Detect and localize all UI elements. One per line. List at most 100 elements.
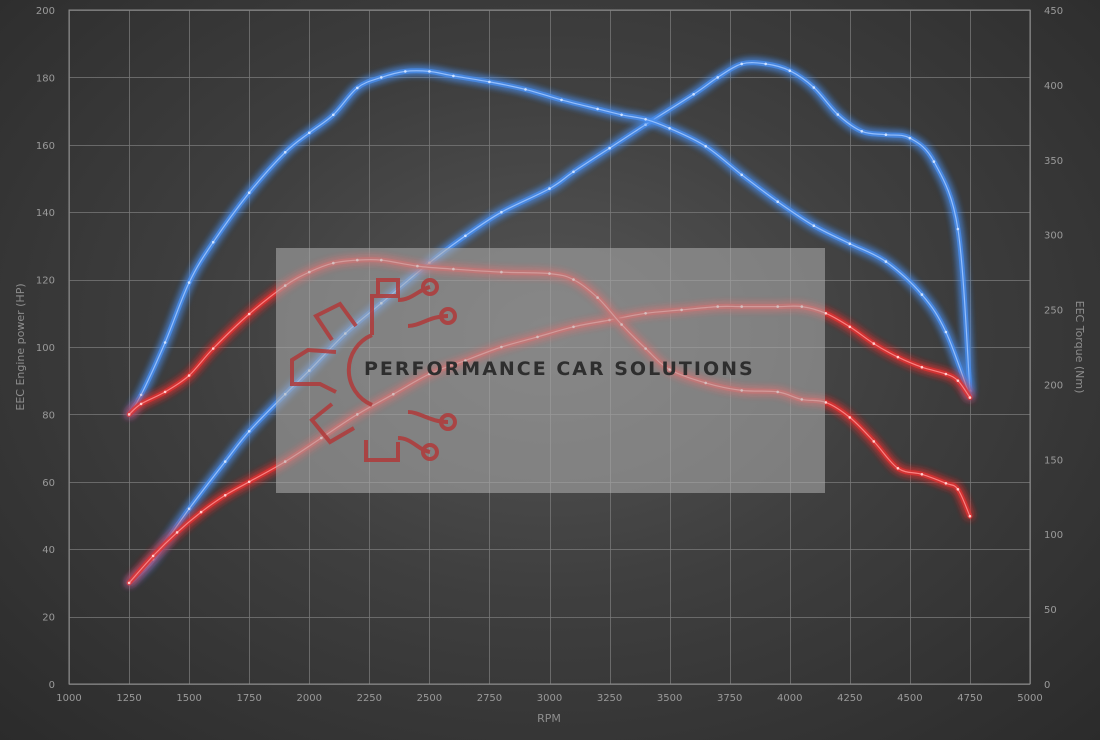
data-point: [704, 145, 707, 148]
x-tick-label: 1250: [116, 693, 141, 704]
data-point: [223, 460, 227, 463]
data-point: [932, 160, 936, 163]
data-point: [848, 416, 852, 419]
data-point: [211, 347, 215, 350]
data-point: [163, 390, 167, 394]
x-tick-label: 4250: [837, 693, 862, 704]
y-right-tick-labels: 0 50 100 150 200 250 300 350 400 450: [1044, 6, 1063, 691]
data-point: [812, 224, 816, 227]
data-point: [187, 281, 191, 284]
x-tick-label: 1000: [56, 693, 81, 704]
data-point: [740, 62, 743, 66]
data-point: [812, 86, 816, 89]
y-left-tick-label: 140: [36, 208, 55, 219]
data-point: [488, 80, 491, 84]
data-point: [920, 365, 924, 369]
x-axis-label: RPM: [537, 712, 561, 725]
data-point: [884, 260, 888, 263]
data-point: [920, 293, 924, 296]
data-point: [872, 342, 876, 345]
data-point: [163, 341, 167, 344]
data-point: [175, 531, 179, 534]
x-tick-label: 3750: [717, 693, 742, 704]
y-left-tick-label: 80: [42, 410, 55, 421]
data-point: [884, 133, 888, 136]
y-left-tick-label: 200: [36, 6, 55, 17]
data-point: [920, 473, 924, 476]
y-right-tick-label: 50: [1044, 605, 1057, 616]
y-left-tick-label: 100: [36, 343, 55, 354]
data-point: [944, 330, 948, 334]
data-point: [836, 113, 840, 116]
data-point: [944, 482, 948, 485]
data-point: [187, 374, 191, 377]
data-point: [524, 88, 527, 91]
data-point: [956, 227, 960, 231]
data-point: [247, 480, 251, 484]
x-tick-label: 5000: [1017, 693, 1042, 704]
series-line-core: [128, 70, 971, 415]
x-tick-label: 2250: [357, 693, 382, 704]
x-tick-label: 1750: [236, 693, 261, 704]
watermark-text: PERFORMANCE CAR SOLUTIONS: [364, 358, 755, 380]
y-right-tick-label: 150: [1044, 455, 1063, 466]
data-point: [247, 312, 251, 316]
data-point: [788, 69, 792, 72]
data-point: [848, 325, 852, 329]
data-point: [848, 242, 852, 245]
data-point: [896, 355, 900, 359]
y-right-tick-label: 350: [1044, 156, 1063, 167]
y-left-tick-label: 120: [36, 276, 55, 287]
data-point: [572, 170, 575, 174]
data-point: [608, 146, 611, 150]
y-left-tick-label: 0: [49, 680, 55, 691]
data-point: [464, 234, 467, 238]
data-point: [896, 467, 900, 470]
data-point: [824, 312, 828, 315]
data-point: [500, 210, 503, 214]
data-point: [283, 151, 287, 154]
data-point: [308, 131, 311, 135]
data-point: [139, 402, 143, 406]
y-right-tick-label: 450: [1044, 6, 1063, 17]
data-point: [199, 510, 203, 514]
y-left-tick-label: 160: [36, 141, 55, 152]
data-point: [668, 127, 671, 130]
x-tick-label: 3000: [537, 693, 562, 704]
data-point: [548, 187, 551, 190]
data-point: [596, 107, 599, 111]
data-point: [139, 393, 143, 397]
x-tick-label: 2000: [297, 693, 322, 704]
data-point: [740, 173, 743, 177]
data-point: [187, 507, 191, 511]
y-right-tick-label: 400: [1044, 81, 1063, 92]
y-left-tick-labels: 0 20 40 60 80 100 120 140 160 180 200: [36, 6, 55, 691]
x-tick-label: 4500: [897, 693, 922, 704]
data-point: [908, 136, 912, 140]
y-left-tick-label: 60: [42, 478, 55, 489]
x-tick-label: 1500: [176, 693, 201, 704]
data-point: [824, 401, 828, 404]
y-right-tick-label: 100: [1044, 530, 1063, 541]
data-point: [620, 113, 623, 117]
data-point: [151, 554, 155, 558]
x-tick-label: 4750: [957, 693, 982, 704]
data-point: [211, 240, 215, 244]
data-point: [127, 581, 131, 585]
data-point: [860, 130, 864, 133]
x-tick-label: 3250: [597, 693, 622, 704]
data-point: [452, 74, 455, 78]
y-right-tick-label: 0: [1044, 680, 1050, 691]
y-right-tick-label: 250: [1044, 306, 1063, 317]
data-point: [944, 372, 948, 376]
data-point: [356, 86, 359, 90]
blue-series-right-axis: [126, 68, 973, 417]
y-left-axis-label: EEC Engine power (HP): [14, 283, 27, 410]
data-point: [428, 70, 431, 73]
data-point: [247, 191, 251, 194]
data-point: [332, 113, 335, 117]
plot-frame: [68, 9, 1031, 685]
y-left-tick-label: 40: [42, 545, 55, 556]
data-point: [956, 488, 960, 491]
